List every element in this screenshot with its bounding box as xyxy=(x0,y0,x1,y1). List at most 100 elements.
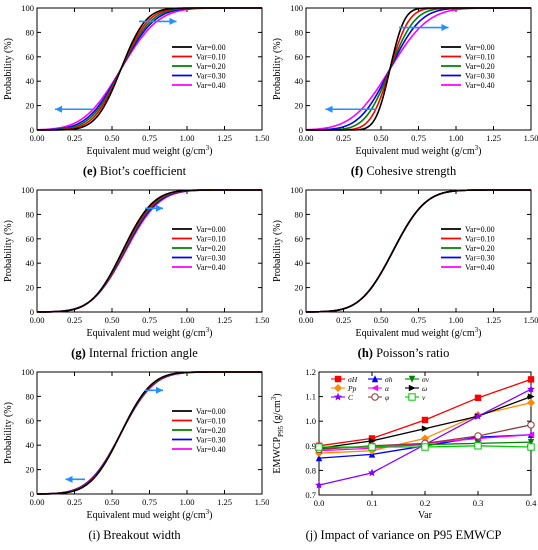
legend-label: Var=0.40 xyxy=(196,445,226,454)
legend-label: Var=0.10 xyxy=(196,417,226,426)
x-tick-label: 1.00 xyxy=(180,497,195,507)
legend-label: Var=0.40 xyxy=(465,263,495,272)
caption-text: Biot’s coefficient xyxy=(96,164,187,178)
x-tick-label: 1.00 xyxy=(449,315,464,325)
y-tick-label: 0 xyxy=(299,307,303,317)
y-tick-label: 40 xyxy=(295,76,304,86)
series-line-0 xyxy=(37,7,262,131)
y-axis-label: Probability (%) xyxy=(272,38,283,100)
caption-letter: (g) xyxy=(71,346,86,360)
series-line-2 xyxy=(306,7,531,131)
legend-label: Var=0.40 xyxy=(196,263,226,272)
y-axis-label: Probability (%) xyxy=(272,220,283,282)
chart-panel-j: 0.0 0.1 0.2 0.3 0.4 0.7 0.8 0.9 1.0 1.1 1.2 Var EMWC… xyxy=(269,364,538,522)
legend-label: Var=0.20 xyxy=(196,426,226,435)
y-tick-label: 1.0 xyxy=(305,416,316,426)
legend-label: Var=0.40 xyxy=(196,81,226,90)
legend-label: Var=0.10 xyxy=(196,53,226,62)
caption-g: (g) Internal friction angle xyxy=(0,346,269,361)
series-point xyxy=(474,442,482,450)
y-tick-label: 60 xyxy=(26,416,35,426)
x-tick-label: 0.50 xyxy=(374,133,389,143)
y-tick-label: 1.2 xyxy=(305,367,316,377)
chart-svg-j: 0.0 0.1 0.2 0.3 0.4 0.7 0.8 0.9 1.0 1.1 1.2 Var EMWC… xyxy=(270,367,537,521)
series-point xyxy=(368,435,376,442)
series-point xyxy=(527,385,535,393)
x-axis-label: Var xyxy=(418,510,433,521)
y-tick-label: 40 xyxy=(295,258,304,268)
y-axis-label: Probability (%) xyxy=(3,220,14,282)
legend-label: Var=0.30 xyxy=(196,72,226,81)
y-tick-label: 0 xyxy=(30,307,34,317)
legend-label: Var=0.30 xyxy=(465,254,495,263)
series-line-1 xyxy=(37,7,262,131)
x-tick-label: 0.25 xyxy=(67,497,82,507)
y-tick-label: 60 xyxy=(26,234,35,244)
x-tick-label: 1.50 xyxy=(255,133,269,143)
legend-label: Var=0.20 xyxy=(196,62,226,71)
caption-h: (h) Poisson’s ratio xyxy=(269,346,538,361)
caption-e: (e) Biot’s coefficient xyxy=(0,164,269,179)
x-tick-label: 0.50 xyxy=(105,315,120,325)
trend-arrow-left-icon xyxy=(55,105,62,113)
legend-label: v xyxy=(422,393,426,402)
legend-label: Var=0.00 xyxy=(465,43,495,52)
x-tick-label: 0.2 xyxy=(420,498,431,508)
y-axis-label: Probability (%) xyxy=(3,38,14,100)
x-axis-label: Equivalent mud weight (g/cm3) xyxy=(87,508,213,521)
y-tick-label: 40 xyxy=(26,258,35,268)
x-tick-label: 0.75 xyxy=(142,497,157,507)
x-tick-label: 0.75 xyxy=(411,315,426,325)
chart-svg-e: 0.00 0.25 0.50 0.75 1.00 1.25 1.50 0 20 40 60 80 100… xyxy=(3,3,269,157)
x-tick-label: 0.25 xyxy=(336,315,351,325)
y-axis-label: EMWCPP95 (g/cm3) xyxy=(270,393,285,473)
legend-label: Var=0.00 xyxy=(196,407,226,416)
legend-label: Var=0.30 xyxy=(196,254,226,263)
legend-marker xyxy=(334,392,342,401)
y-tick-label: 100 xyxy=(21,3,34,13)
trend-arrow-left-icon xyxy=(65,475,73,483)
y-tick-label: 100 xyxy=(290,3,303,13)
series-point xyxy=(527,393,535,400)
series-line-1 xyxy=(306,7,531,131)
chart-svg-g: 0.00 0.25 0.50 0.75 1.00 1.25 1.50 0 20 40 60 80 100… xyxy=(3,185,269,339)
chart-panel-g: 0.00 0.25 0.50 0.75 1.00 1.25 1.50 0 20 40 60 80 100… xyxy=(0,182,269,340)
y-tick-label: 60 xyxy=(26,52,35,62)
x-axis-label: Equivalent mud weight (g/cm3) xyxy=(87,144,213,157)
trend-arrow-left-icon xyxy=(325,105,333,113)
y-tick-label: 20 xyxy=(26,101,35,111)
chart-panel-f: 0.00 0.25 0.50 0.75 1.00 1.25 1.50 0 20 40 60 80 100… xyxy=(269,0,538,158)
caption-letter: (e) xyxy=(82,164,97,178)
trend-arrow-right-icon xyxy=(156,386,163,394)
x-axis-label: Equivalent mud weight (g/cm3) xyxy=(87,326,213,339)
y-tick-label: 60 xyxy=(295,234,304,244)
y-tick-label: 20 xyxy=(26,465,35,475)
x-tick-label: 0.4 xyxy=(526,498,537,508)
caption-text: Impact of variance on P95 EMWCP xyxy=(317,528,502,542)
x-tick-label: 1.50 xyxy=(255,315,269,325)
trend-arrow-right-icon xyxy=(441,24,449,32)
y-tick-label: 60 xyxy=(295,52,304,62)
series-point xyxy=(315,480,323,489)
legend-label: Var=0.10 xyxy=(465,53,495,62)
chart-panel-e: 0.00 0.25 0.50 0.75 1.00 1.25 1.50 0 20 40 60 80 100… xyxy=(0,0,269,158)
legend-label: Var=0.30 xyxy=(465,72,495,81)
legend-marker xyxy=(334,375,342,383)
legend-label: C xyxy=(348,393,354,402)
legend-label: Var=0.20 xyxy=(465,244,495,253)
series-line-3 xyxy=(36,7,262,131)
series-line-0 xyxy=(36,189,262,313)
y-tick-label: 40 xyxy=(26,76,35,86)
series-point xyxy=(368,468,376,477)
series-point xyxy=(421,416,429,424)
chart-panel-h: 0.00 0.25 0.50 0.75 1.00 1.25 1.50 0 20 40 60 80 100… xyxy=(269,182,538,340)
chart-svg-i: 0.00 0.25 0.50 0.75 1.00 1.25 1.50 0 20 40 60 80 100… xyxy=(3,367,269,521)
legend-label: Var=0.00 xyxy=(465,225,495,234)
legend-label: σh xyxy=(385,375,393,384)
x-tick-label: 0.0 xyxy=(314,498,325,508)
plot-frame xyxy=(36,7,263,131)
chart-panel-i: 0.00 0.25 0.50 0.75 1.00 1.25 1.50 0 20 40 60 80 100… xyxy=(0,364,269,522)
y-tick-label: 20 xyxy=(26,283,35,293)
legend-label: Pp xyxy=(347,384,357,393)
legend-label: Var=0.20 xyxy=(465,62,495,71)
